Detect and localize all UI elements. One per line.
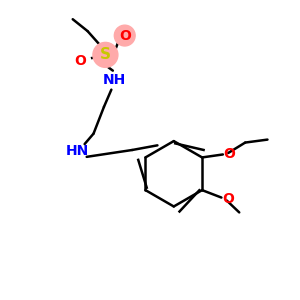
Text: O: O (74, 54, 86, 68)
Text: HN: HN (66, 145, 89, 158)
Text: O: O (222, 192, 234, 206)
Text: O: O (119, 28, 131, 43)
Circle shape (93, 42, 118, 68)
Text: S: S (100, 47, 111, 62)
Circle shape (70, 50, 91, 71)
Text: NH: NH (103, 73, 126, 87)
Text: O: O (224, 148, 236, 161)
Circle shape (114, 25, 135, 46)
